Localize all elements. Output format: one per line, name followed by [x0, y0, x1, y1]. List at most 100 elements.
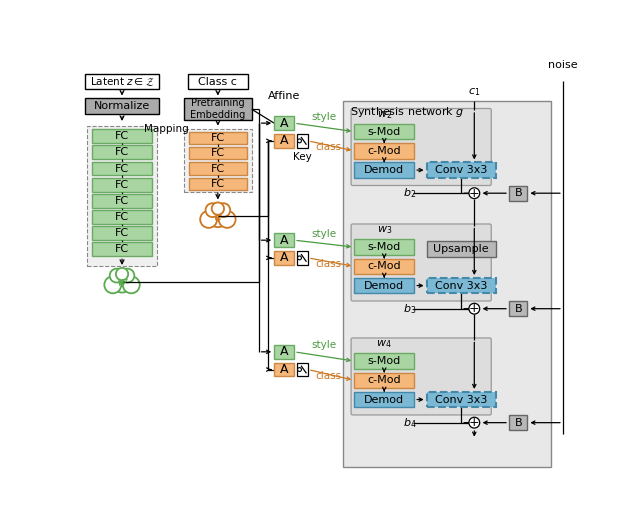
Text: FC: FC	[115, 131, 129, 141]
Text: Mapping: Mapping	[143, 124, 188, 134]
Circle shape	[216, 203, 230, 217]
Text: FC: FC	[115, 163, 129, 173]
Circle shape	[123, 276, 140, 293]
FancyBboxPatch shape	[92, 129, 152, 143]
Text: Conv 3x3: Conv 3x3	[435, 165, 488, 175]
Circle shape	[111, 271, 133, 293]
FancyBboxPatch shape	[274, 116, 294, 130]
FancyBboxPatch shape	[92, 145, 152, 159]
Text: Demod: Demod	[364, 280, 404, 290]
Circle shape	[298, 139, 301, 143]
FancyBboxPatch shape	[509, 186, 527, 201]
FancyBboxPatch shape	[351, 224, 492, 301]
Text: $w_2$: $w_2$	[376, 109, 392, 121]
FancyBboxPatch shape	[184, 129, 252, 192]
Text: style: style	[312, 229, 337, 239]
Text: FC: FC	[115, 196, 129, 206]
Text: A: A	[280, 117, 289, 130]
Circle shape	[212, 203, 224, 215]
FancyBboxPatch shape	[274, 134, 294, 148]
Text: noise: noise	[548, 60, 578, 70]
Text: $\mathcal{w}$: $\mathcal{w}$	[115, 275, 129, 289]
FancyBboxPatch shape	[92, 243, 152, 256]
FancyBboxPatch shape	[354, 392, 414, 408]
FancyBboxPatch shape	[354, 162, 414, 178]
Text: FC: FC	[211, 163, 225, 173]
Circle shape	[298, 368, 301, 371]
Text: FC: FC	[211, 133, 225, 143]
FancyBboxPatch shape	[87, 126, 157, 267]
Text: Demod: Demod	[364, 165, 404, 175]
FancyBboxPatch shape	[189, 147, 247, 159]
Circle shape	[116, 268, 128, 280]
FancyBboxPatch shape	[354, 143, 414, 159]
FancyBboxPatch shape	[297, 134, 308, 148]
Text: FC: FC	[211, 179, 225, 189]
Text: Key: Key	[293, 152, 312, 162]
Circle shape	[205, 203, 220, 217]
Text: class: class	[315, 143, 341, 152]
FancyBboxPatch shape	[427, 392, 496, 408]
Circle shape	[104, 276, 121, 293]
Text: c-Mod: c-Mod	[367, 375, 401, 385]
Circle shape	[207, 205, 228, 227]
FancyBboxPatch shape	[189, 131, 247, 144]
FancyBboxPatch shape	[92, 162, 152, 176]
FancyBboxPatch shape	[351, 338, 492, 415]
Text: Class c: Class c	[198, 77, 237, 87]
Text: Affine: Affine	[268, 91, 300, 101]
Text: Conv 3x3: Conv 3x3	[435, 280, 488, 290]
FancyBboxPatch shape	[274, 363, 294, 377]
Text: B: B	[515, 188, 522, 198]
Text: $w_4$: $w_4$	[376, 338, 392, 350]
FancyBboxPatch shape	[509, 415, 527, 430]
Text: FC: FC	[115, 228, 129, 238]
FancyBboxPatch shape	[92, 210, 152, 224]
Text: Normalize: Normalize	[94, 101, 150, 111]
Text: s-Mod: s-Mod	[367, 242, 401, 252]
Text: $b_2$: $b_2$	[403, 186, 417, 200]
Text: FC: FC	[115, 244, 129, 254]
Text: style: style	[312, 340, 337, 350]
Text: A: A	[280, 135, 289, 147]
FancyBboxPatch shape	[274, 345, 294, 359]
FancyBboxPatch shape	[297, 251, 308, 265]
Circle shape	[298, 256, 301, 260]
Text: c-Mod: c-Mod	[367, 261, 401, 271]
Circle shape	[109, 269, 124, 282]
FancyBboxPatch shape	[344, 101, 551, 467]
Text: A: A	[280, 363, 289, 376]
FancyBboxPatch shape	[274, 251, 294, 265]
FancyBboxPatch shape	[92, 194, 152, 208]
Text: Synthesis network $g$: Synthesis network $g$	[349, 105, 464, 119]
FancyBboxPatch shape	[92, 178, 152, 192]
Circle shape	[200, 211, 217, 228]
Text: $b_3$: $b_3$	[403, 302, 417, 315]
Text: +: +	[469, 302, 479, 315]
FancyBboxPatch shape	[189, 162, 247, 174]
FancyBboxPatch shape	[92, 226, 152, 240]
Circle shape	[219, 211, 236, 228]
Text: Demod: Demod	[364, 395, 404, 404]
FancyBboxPatch shape	[427, 241, 496, 257]
FancyBboxPatch shape	[427, 278, 496, 293]
Text: FC: FC	[115, 180, 129, 190]
FancyBboxPatch shape	[354, 239, 414, 255]
FancyBboxPatch shape	[354, 259, 414, 274]
Text: +: +	[469, 187, 479, 200]
Text: c-Mod: c-Mod	[367, 146, 401, 156]
Circle shape	[120, 269, 134, 282]
Text: $w_3$: $w_3$	[376, 225, 392, 236]
FancyBboxPatch shape	[184, 98, 252, 120]
Circle shape	[469, 417, 480, 428]
Text: style: style	[312, 112, 337, 122]
FancyBboxPatch shape	[86, 74, 159, 89]
Text: A: A	[280, 345, 289, 359]
FancyBboxPatch shape	[354, 124, 414, 139]
FancyBboxPatch shape	[86, 98, 159, 114]
FancyBboxPatch shape	[427, 162, 496, 178]
FancyBboxPatch shape	[354, 353, 414, 369]
FancyBboxPatch shape	[354, 372, 414, 388]
FancyBboxPatch shape	[297, 363, 308, 377]
Text: $\mathcal{c}$: $\mathcal{c}$	[213, 209, 223, 224]
